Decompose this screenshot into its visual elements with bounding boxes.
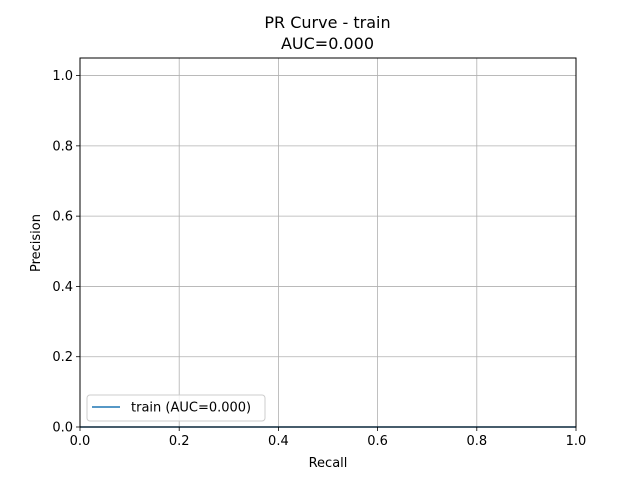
- legend-label: train (AUC=0.000): [131, 401, 251, 416]
- plot-frame: [79, 57, 577, 428]
- x-axis-label: Recall: [309, 456, 348, 471]
- legend-box: [86, 394, 266, 422]
- chart-subtitle: AUC=0.000: [281, 34, 374, 53]
- x-tick-label: 0.2: [169, 434, 190, 449]
- x-tick-label: 0.6: [367, 434, 388, 449]
- x-tick-label: 0.4: [268, 434, 289, 449]
- y-tick-label: 0.4: [52, 280, 73, 295]
- y-tick-label: 0.0: [52, 421, 73, 436]
- y-tick-label: 0.8: [52, 139, 73, 154]
- x-tick-label: 0.8: [466, 434, 487, 449]
- chart-title: PR Curve - train: [264, 13, 390, 32]
- x-axis: 0.0 0.2 0.4 0.6 0.8 1.0: [70, 427, 587, 449]
- y-tick-label: 0.2: [52, 350, 73, 365]
- y-axis: 0.0 0.2 0.4 0.6 0.8 1.0: [52, 69, 80, 436]
- y-axis-label: Precision: [29, 214, 44, 272]
- grid: [79, 58, 577, 428]
- legend: train (AUC=0.000): [86, 394, 266, 422]
- x-tick-label: 0.0: [70, 434, 91, 449]
- x-tick-label: 1.0: [566, 434, 587, 449]
- y-tick-label: 1.0: [52, 69, 73, 84]
- y-tick-label: 0.6: [52, 210, 73, 225]
